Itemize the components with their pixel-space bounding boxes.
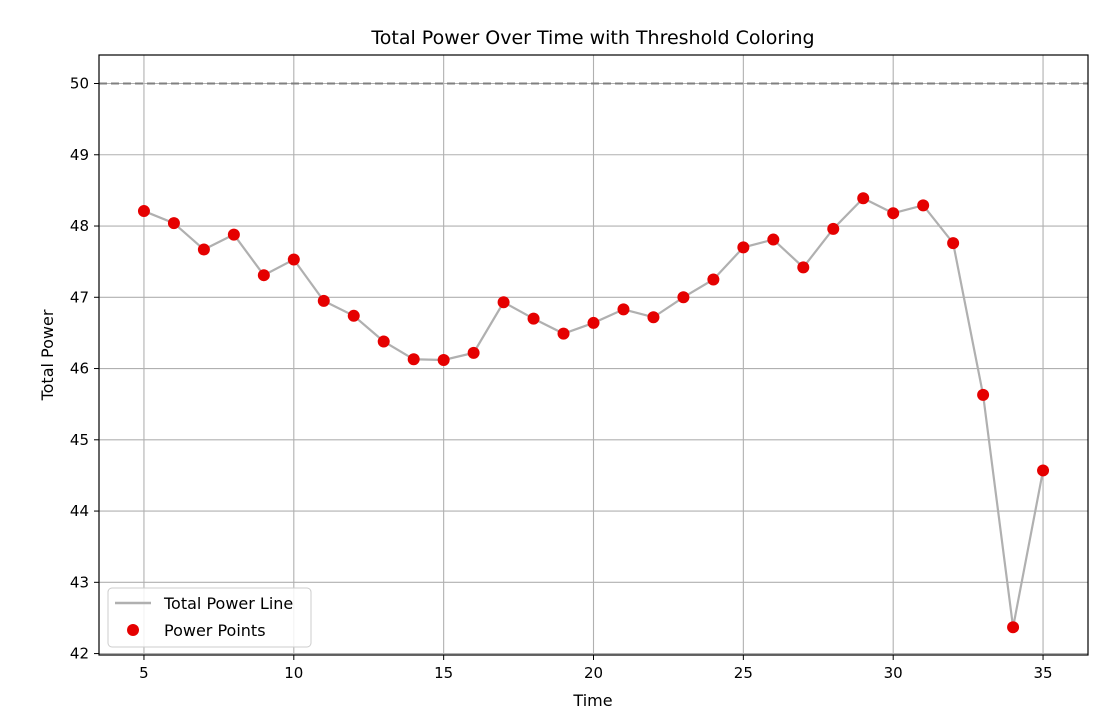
legend-label-points: Power Points bbox=[164, 621, 266, 640]
legend: Total Power Line Power Points bbox=[107, 587, 312, 648]
power-point bbox=[737, 241, 750, 254]
x-tick-label: 5 bbox=[139, 664, 149, 682]
power-point bbox=[887, 207, 900, 220]
y-tick-label: 46 bbox=[70, 360, 89, 378]
x-tick-label: 10 bbox=[284, 664, 303, 682]
x-tick-label: 30 bbox=[884, 664, 903, 682]
x-tick-label: 20 bbox=[584, 664, 603, 682]
y-tick-label: 43 bbox=[70, 573, 89, 591]
x-tick-label: 15 bbox=[434, 664, 453, 682]
x-tick-label: 25 bbox=[734, 664, 753, 682]
axis-ticks: 5 10 15 20 25 30 35 42 43 44 45 46 47 48 49 50 bbox=[70, 75, 1053, 682]
power-point bbox=[497, 296, 510, 309]
power-point bbox=[827, 222, 840, 235]
y-axis-label: Total Power bbox=[38, 309, 57, 401]
power-point bbox=[947, 237, 960, 250]
power-point bbox=[467, 346, 480, 359]
power-point bbox=[977, 388, 990, 401]
power-point bbox=[227, 228, 240, 241]
power-point bbox=[167, 217, 180, 230]
power-point bbox=[377, 335, 390, 348]
power-point bbox=[587, 316, 600, 329]
x-axis-label: Time bbox=[572, 691, 612, 710]
power-point bbox=[677, 291, 690, 304]
power-point bbox=[317, 294, 330, 307]
power-point bbox=[347, 309, 360, 322]
x-tick-label: 35 bbox=[1033, 664, 1052, 682]
y-tick-label: 44 bbox=[70, 502, 89, 520]
power-point bbox=[1037, 464, 1050, 477]
power-point bbox=[767, 233, 780, 246]
legend-point-swatch bbox=[127, 624, 139, 636]
chart-title: Total Power Over Time with Threshold Col… bbox=[370, 27, 814, 49]
grid bbox=[99, 55, 1088, 655]
y-tick-label: 47 bbox=[70, 288, 89, 306]
power-point bbox=[257, 269, 270, 282]
power-point bbox=[917, 199, 930, 212]
power-point bbox=[407, 353, 420, 366]
power-point bbox=[1007, 621, 1020, 634]
power-point bbox=[137, 205, 150, 218]
power-point bbox=[527, 312, 540, 325]
y-tick-label: 42 bbox=[70, 645, 89, 663]
y-tick-label: 45 bbox=[70, 431, 89, 449]
power-point bbox=[647, 311, 660, 324]
power-point bbox=[797, 261, 810, 274]
power-point bbox=[617, 303, 630, 316]
power-points bbox=[137, 192, 1050, 634]
legend-label-line: Total Power Line bbox=[163, 594, 293, 613]
y-tick-label: 50 bbox=[70, 75, 89, 93]
power-point bbox=[287, 253, 300, 266]
legend-box bbox=[107, 587, 312, 648]
y-tick-label: 48 bbox=[70, 217, 89, 235]
power-point bbox=[197, 243, 210, 256]
power-point bbox=[557, 327, 570, 340]
power-point bbox=[437, 353, 450, 366]
y-tick-label: 49 bbox=[70, 146, 89, 164]
power-point bbox=[707, 273, 720, 286]
power-point bbox=[857, 192, 870, 205]
